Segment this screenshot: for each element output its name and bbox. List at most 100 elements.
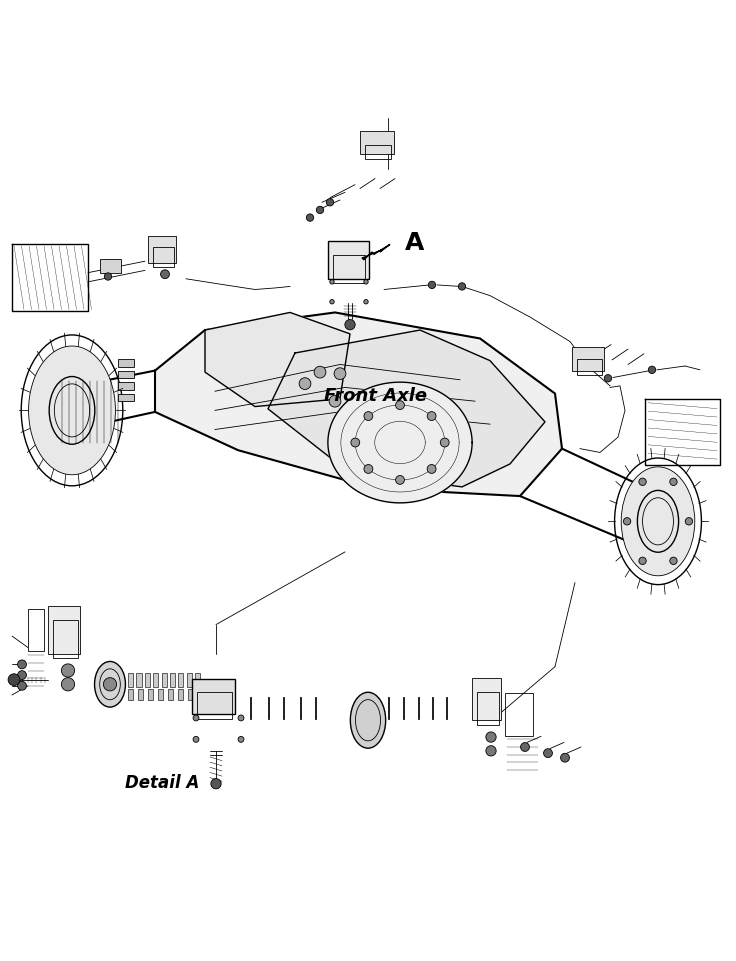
Polygon shape [328, 382, 472, 504]
Bar [418, 697, 420, 719]
Circle shape [210, 778, 221, 789]
Circle shape [61, 664, 74, 678]
Bar [170, 673, 175, 688]
Circle shape [345, 320, 355, 331]
Bar [195, 673, 200, 688]
Bar [28, 609, 44, 652]
Bar [145, 673, 150, 688]
Circle shape [459, 283, 466, 291]
Bar [187, 673, 192, 688]
Bar [161, 673, 166, 688]
Bar [100, 260, 121, 273]
Circle shape [330, 281, 334, 284]
Bar [505, 693, 533, 736]
Circle shape [364, 300, 368, 305]
Circle shape [623, 518, 631, 526]
Circle shape [193, 715, 199, 721]
Text: Detail A: Detail A [124, 773, 199, 791]
Circle shape [61, 678, 74, 691]
Bar [188, 690, 193, 700]
Circle shape [330, 300, 334, 305]
Circle shape [364, 412, 373, 421]
Bar [48, 606, 80, 654]
Circle shape [193, 737, 199, 743]
Circle shape [329, 396, 341, 407]
Ellipse shape [350, 693, 386, 749]
Circle shape [520, 743, 529, 752]
Circle shape [18, 660, 26, 669]
Bar [283, 697, 285, 719]
Bar [315, 697, 316, 719]
Circle shape [639, 479, 646, 486]
Bar [572, 348, 604, 371]
Circle shape [604, 375, 612, 382]
Circle shape [334, 368, 346, 381]
Circle shape [561, 753, 570, 762]
Bar [192, 679, 235, 714]
Bar [148, 690, 153, 700]
Circle shape [316, 207, 324, 214]
Circle shape [299, 379, 311, 390]
Circle shape [18, 671, 26, 679]
Circle shape [648, 367, 656, 374]
Circle shape [685, 518, 693, 526]
Circle shape [486, 746, 496, 756]
Circle shape [326, 199, 333, 207]
Bar [300, 697, 301, 719]
Bar [328, 241, 369, 280]
Bar [197, 693, 233, 719]
Bar [136, 673, 141, 688]
Bar [250, 697, 252, 719]
Bar [118, 372, 134, 379]
Circle shape [364, 465, 373, 474]
Circle shape [238, 715, 244, 721]
Bar [158, 690, 163, 700]
Circle shape [670, 557, 677, 565]
Text: A: A [406, 231, 425, 255]
Bar [153, 673, 158, 688]
Circle shape [486, 732, 496, 743]
Circle shape [395, 402, 404, 410]
Bar [128, 673, 133, 688]
Circle shape [364, 281, 368, 284]
Circle shape [18, 681, 26, 691]
Bar [388, 697, 389, 719]
Bar [472, 678, 501, 721]
Ellipse shape [621, 467, 695, 577]
Bar [403, 697, 404, 719]
Circle shape [427, 465, 436, 474]
Bar [577, 359, 602, 376]
Polygon shape [362, 245, 390, 260]
Text: Front Axle: Front Axle [324, 387, 427, 405]
Bar [118, 360, 134, 367]
Bar [118, 394, 134, 402]
Bar [138, 690, 143, 700]
Bar [168, 690, 173, 700]
Circle shape [428, 282, 436, 289]
Circle shape [670, 479, 677, 486]
Bar [477, 693, 499, 725]
Bar [333, 257, 365, 284]
Bar [365, 145, 392, 160]
Circle shape [160, 270, 169, 280]
Polygon shape [205, 313, 350, 407]
Bar [148, 236, 176, 264]
Circle shape [351, 438, 360, 448]
Bar [118, 383, 134, 390]
Circle shape [8, 674, 20, 686]
Circle shape [306, 214, 314, 222]
Bar [128, 690, 133, 700]
Circle shape [639, 557, 646, 565]
Bar [268, 697, 269, 719]
Circle shape [544, 749, 553, 758]
Bar [446, 697, 447, 719]
Ellipse shape [94, 662, 125, 707]
Bar [153, 247, 174, 268]
Circle shape [314, 367, 326, 379]
Polygon shape [268, 331, 545, 487]
Ellipse shape [29, 347, 116, 476]
Circle shape [395, 476, 404, 485]
Circle shape [440, 438, 449, 448]
Bar [53, 621, 78, 658]
Circle shape [105, 274, 112, 281]
